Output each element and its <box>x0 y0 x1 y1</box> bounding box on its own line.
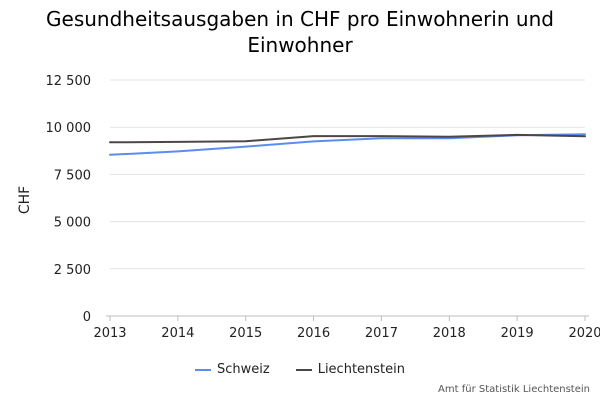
y-tick-labels: 0 2 500 5 000 7 500 10 000 12 500 <box>46 74 92 325</box>
series-lines <box>109 133 586 156</box>
x-tick-label: 2018 <box>433 326 466 341</box>
legend-item-liechtenstein[interactable]: Liechtenstein <box>295 362 405 377</box>
y-tick-label: 2 500 <box>54 263 91 278</box>
x-tick-label: 2017 <box>365 326 398 341</box>
gridlines <box>110 79 585 270</box>
source-note: Amt für Statistik Liechtenstein <box>438 384 590 395</box>
x-axis: 2013 2014 2015 2016 2017 2018 2019 2020 <box>93 315 600 341</box>
x-tick-label: 2020 <box>568 326 600 341</box>
y-tick-label: 0 <box>83 310 91 325</box>
y-tick-label: 7 500 <box>54 168 91 183</box>
chart-title: Gesundheitsausgaben in CHF pro Einwohner… <box>46 7 554 57</box>
y-tick-label: 12 500 <box>46 74 92 89</box>
legend-label: Liechtenstein <box>317 362 405 377</box>
legend-label: Schweiz <box>216 362 270 377</box>
series-line-liechtenstein <box>109 133 586 144</box>
y-tick-label: 10 000 <box>46 121 92 136</box>
series-line-schweiz <box>109 133 586 156</box>
x-tick-label: 2019 <box>501 326 534 341</box>
y-tick-label: 5 000 <box>54 216 91 231</box>
x-tick-label: 2016 <box>297 326 330 341</box>
legend: Schweiz Liechtenstein <box>0 362 600 377</box>
legend-item-schweiz[interactable]: Schweiz <box>194 362 270 377</box>
legend-swatch <box>295 368 312 371</box>
x-tick-label: 2014 <box>161 326 194 341</box>
x-tick-label: 2013 <box>93 326 126 341</box>
x-tick-label: 2015 <box>229 326 262 341</box>
legend-swatch <box>194 368 211 371</box>
y-axis-title: CHF <box>17 186 33 214</box>
